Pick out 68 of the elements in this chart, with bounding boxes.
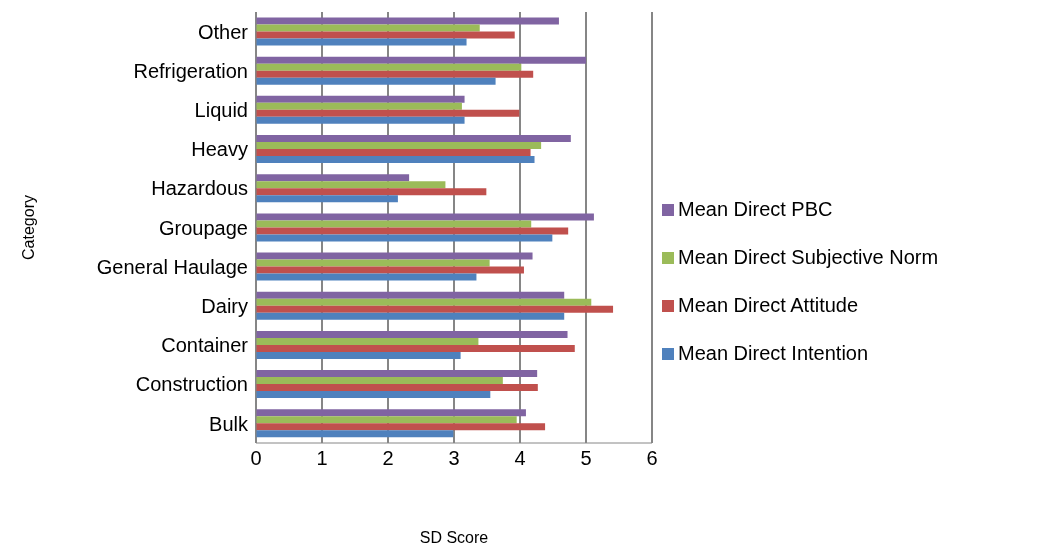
- x-tick-label: 1: [316, 447, 328, 470]
- x-tick-label: 3: [448, 447, 460, 470]
- bar: [256, 351, 461, 359]
- bar: [256, 259, 490, 267]
- bar: [256, 149, 531, 157]
- y-tick-label: Hazardous: [151, 177, 248, 200]
- bar: [256, 423, 546, 431]
- x-tick-label: 4: [514, 447, 526, 470]
- bar: [256, 312, 565, 320]
- bar: [256, 227, 569, 235]
- bar: [256, 344, 575, 352]
- y-tick-label: Dairy: [201, 294, 248, 317]
- y-tick-label: Groupage: [159, 216, 248, 239]
- bar: [256, 430, 454, 438]
- bar: [256, 77, 496, 85]
- legend-label: Mean Direct Intention: [678, 341, 869, 364]
- y-tick-label: Liquid: [194, 99, 248, 122]
- y-tick-label: Bulk: [209, 412, 249, 435]
- bar: [256, 102, 462, 110]
- bar: [256, 195, 398, 203]
- bar: [256, 17, 559, 25]
- x-axis-title: SD Score: [419, 529, 489, 546]
- legend-label: Mean Direct Subjective Norm: [678, 245, 939, 268]
- bar: [256, 273, 477, 281]
- bar: [256, 70, 534, 78]
- bar: [256, 174, 410, 182]
- bar: [256, 116, 465, 124]
- bar: [256, 109, 520, 117]
- bar: [256, 266, 524, 274]
- bar: [256, 416, 517, 424]
- bar: [256, 298, 592, 306]
- bar: [256, 391, 491, 399]
- bar: [256, 24, 480, 32]
- y-axis-title: Category: [19, 195, 37, 260]
- bar: [256, 188, 487, 196]
- bar: [256, 377, 503, 385]
- y-tick-label: General Haulage: [96, 255, 248, 278]
- bar: [256, 38, 467, 46]
- bar: [256, 156, 535, 164]
- bar: [256, 95, 465, 103]
- bar: [256, 135, 571, 143]
- bar: [256, 330, 568, 338]
- bar: [256, 234, 553, 242]
- bar: [256, 181, 446, 189]
- legend-label: Mean Direct Attitude: [678, 293, 859, 316]
- x-tick-label: 5: [580, 447, 592, 470]
- x-tick-label: 2: [382, 447, 394, 470]
- y-tick-label: Refrigeration: [133, 59, 248, 82]
- bar: [256, 291, 565, 299]
- bar: [256, 305, 614, 313]
- y-tick-label: Construction: [135, 373, 248, 396]
- bar: [256, 384, 538, 392]
- x-tick-label: 6: [646, 447, 658, 470]
- bar: [256, 213, 594, 221]
- bar: [256, 220, 532, 228]
- bar: [256, 63, 522, 71]
- x-tick-label: 0: [250, 447, 262, 470]
- bar: [256, 337, 479, 345]
- bar: [256, 252, 533, 260]
- legend-label: Mean Direct PBC: [678, 197, 833, 220]
- bar: [256, 409, 526, 417]
- bar: [256, 56, 586, 64]
- bar: [256, 31, 515, 39]
- y-tick-label: Container: [161, 334, 249, 357]
- bar: [256, 370, 538, 378]
- y-tick-label: Other: [197, 20, 249, 43]
- bar: [256, 142, 542, 150]
- y-tick-label: Heavy: [191, 138, 248, 161]
